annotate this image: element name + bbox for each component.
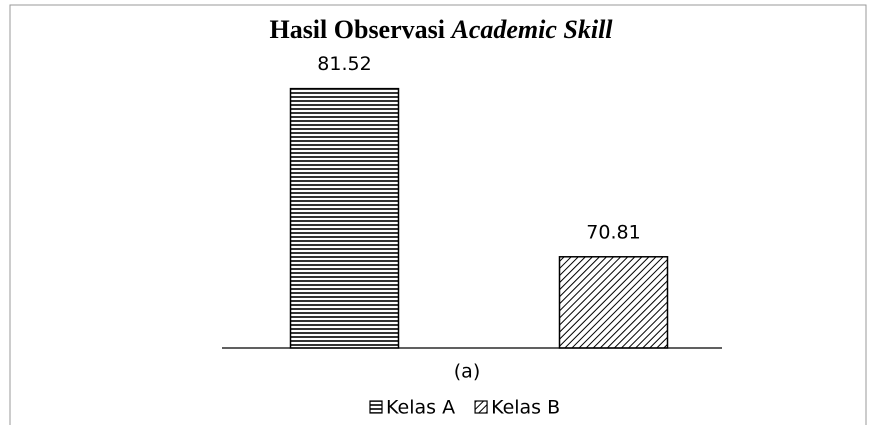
chart-frame	[9, 4, 867, 425]
bar	[558, 256, 669, 349]
title-main: Hasil Observasi	[269, 15, 445, 44]
chart-title: Hasil Observasi Academic Skill	[269, 15, 613, 44]
data-label: 70.81	[586, 221, 640, 243]
legend-swatch	[369, 400, 383, 414]
data-label: 81.52	[317, 53, 371, 75]
legend-label: Kelas B	[491, 397, 560, 419]
legend-swatch	[474, 400, 488, 414]
bar	[289, 87, 400, 349]
x-tick-label: (a)	[454, 361, 480, 383]
title-emphasis: Academic Skill	[449, 15, 613, 44]
legend-label: Kelas A	[386, 397, 455, 419]
